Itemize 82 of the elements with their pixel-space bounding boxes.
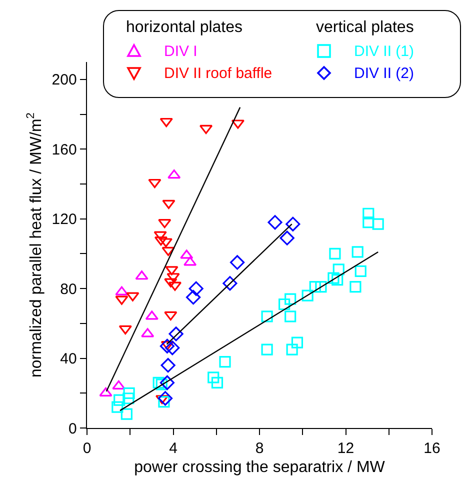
x-tick-label: 4 [169, 440, 178, 458]
point [166, 273, 180, 282]
point [332, 274, 344, 286]
point [160, 338, 175, 354]
point [188, 281, 204, 296]
point [160, 341, 174, 350]
point [160, 375, 175, 390]
point [162, 200, 176, 209]
point [332, 264, 344, 276]
point [118, 325, 132, 334]
point [284, 310, 296, 322]
point [112, 401, 124, 413]
point [211, 376, 224, 388]
y-tick-label: 80 [60, 280, 77, 298]
x-tick-label: 0 [82, 440, 92, 458]
point [148, 178, 162, 188]
x-tick-label: 8 [255, 440, 264, 458]
point [165, 266, 178, 276]
y-tick-label: 160 [52, 141, 77, 158]
point [261, 344, 273, 356]
legend-label: DIV II (2) [354, 64, 414, 82]
point [114, 394, 126, 406]
point [350, 281, 362, 293]
point [362, 216, 374, 228]
point [154, 236, 168, 246]
point [141, 328, 154, 338]
point [160, 358, 176, 373]
point [115, 296, 128, 305]
y-tick-label: 120 [52, 211, 77, 228]
point [268, 215, 282, 230]
point [219, 356, 231, 368]
point [372, 218, 384, 230]
x-axis-title: power crossing the separatrix / MW [134, 458, 386, 476]
point [126, 292, 140, 302]
point [222, 276, 238, 291]
legend-label: DIV I [164, 42, 198, 60]
point [199, 124, 213, 134]
point [362, 208, 374, 220]
point [164, 311, 178, 321]
point [135, 270, 148, 280]
point [160, 118, 173, 128]
point [354, 265, 366, 277]
point [280, 230, 294, 246]
point [99, 387, 112, 396]
point [162, 246, 175, 256]
point [165, 340, 180, 356]
text: vertical plates [316, 19, 414, 37]
legend-label: DIV II roof baffle [164, 64, 272, 82]
x-tick-label: 16 [424, 440, 440, 458]
legend-label: DIV II (1) [354, 42, 414, 60]
point [315, 281, 327, 293]
point [164, 278, 178, 288]
point [158, 391, 173, 406]
point [302, 290, 314, 302]
point [261, 310, 273, 322]
point [286, 344, 298, 356]
point [120, 408, 132, 420]
y-tick-label: 200 [52, 72, 77, 89]
point [230, 255, 245, 270]
point [186, 290, 201, 305]
point [284, 293, 296, 305]
point [286, 216, 300, 232]
y-tick-label: 40 [60, 350, 77, 368]
point [112, 380, 126, 390]
point [329, 248, 341, 260]
x-tick-label: 12 [337, 440, 354, 458]
point [168, 326, 184, 342]
point [123, 387, 135, 399]
point [208, 372, 220, 384]
y-tick-label: 0 [68, 420, 77, 438]
point [291, 336, 304, 348]
point [122, 392, 134, 404]
point [152, 376, 164, 388]
point [159, 238, 172, 248]
point [158, 219, 172, 228]
point [328, 272, 340, 284]
text: horizontal plates [126, 19, 244, 37]
point [309, 281, 321, 293]
point [352, 246, 364, 258]
point [278, 298, 290, 310]
point [154, 231, 167, 240]
point [145, 310, 158, 320]
